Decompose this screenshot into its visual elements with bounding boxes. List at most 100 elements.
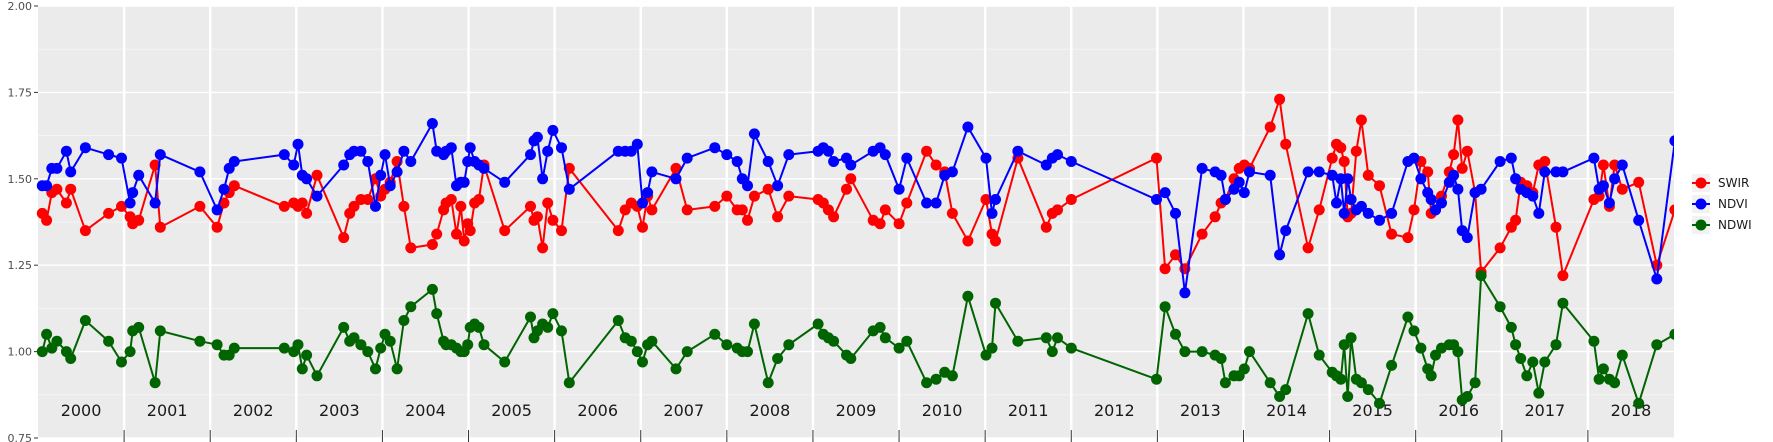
data-point-swir bbox=[1633, 176, 1645, 188]
data-point-ndvi bbox=[1233, 176, 1245, 188]
data-point-swir bbox=[1159, 263, 1171, 275]
data-point-ndvi bbox=[1362, 207, 1374, 219]
data-point-ndwi bbox=[431, 308, 443, 320]
data-point-ndvi bbox=[362, 156, 374, 167]
year-label: 2000 bbox=[61, 401, 102, 420]
data-point-swir bbox=[748, 190, 760, 202]
data-point-swir bbox=[1386, 228, 1398, 240]
data-point-swir bbox=[525, 200, 536, 212]
data-point-ndvi bbox=[762, 156, 774, 167]
data-point-ndvi bbox=[563, 183, 575, 195]
data-point-swir bbox=[1597, 159, 1609, 171]
data-point-swir bbox=[149, 159, 161, 171]
year-label: 2005 bbox=[491, 401, 532, 420]
data-point-ndvi bbox=[499, 176, 511, 188]
data-point-ndvi bbox=[1494, 156, 1506, 167]
data-point-ndvi bbox=[1415, 173, 1427, 185]
legend-key-swir bbox=[1695, 177, 1707, 189]
data-point-swir bbox=[1374, 180, 1385, 192]
legend-label-ndwi: NDWI bbox=[1718, 218, 1752, 232]
data-point-ndvi bbox=[709, 142, 721, 154]
data-point-ndwi bbox=[41, 328, 53, 340]
data-point-ndwi bbox=[1633, 397, 1645, 409]
data-point-ndvi bbox=[60, 145, 72, 157]
data-point-swir bbox=[1362, 169, 1374, 181]
data-point-ndwi bbox=[1588, 335, 1600, 347]
data-point-ndwi bbox=[398, 315, 410, 326]
data-point-ndwi bbox=[625, 335, 637, 347]
data-point-swir bbox=[736, 204, 748, 216]
data-point-swir bbox=[1408, 204, 1420, 216]
legend-label-ndvi: NDVI bbox=[1718, 197, 1748, 211]
data-point-ndwi bbox=[721, 339, 733, 351]
year-label: 2012 bbox=[1094, 401, 1135, 420]
data-point-ndwi bbox=[1151, 373, 1162, 385]
data-point-swir bbox=[783, 190, 795, 202]
y-tick-label: 1.50 bbox=[8, 173, 33, 186]
data-point-ndvi bbox=[542, 145, 554, 157]
data-point-ndwi bbox=[1557, 297, 1569, 309]
data-point-ndvi bbox=[311, 190, 323, 202]
data-point-swir bbox=[1350, 145, 1362, 157]
data-point-swir bbox=[980, 194, 992, 205]
data-point-swir bbox=[1461, 145, 1473, 157]
data-point-ndwi bbox=[762, 377, 774, 389]
data-point-ndvi bbox=[646, 166, 658, 178]
y-tick-label: 2.00 bbox=[8, 0, 33, 13]
data-point-swir bbox=[103, 207, 115, 219]
data-point-ndwi bbox=[637, 356, 648, 368]
year-label: 2008 bbox=[750, 401, 791, 420]
data-point-swir bbox=[1616, 183, 1628, 195]
data-point-swir bbox=[1313, 204, 1325, 216]
data-point-ndvi bbox=[1527, 190, 1539, 202]
data-point-ndvi bbox=[1386, 207, 1398, 219]
data-point-ndvi bbox=[1179, 287, 1191, 299]
data-point-ndvi bbox=[1012, 145, 1024, 157]
data-point-ndwi bbox=[1597, 363, 1609, 375]
data-point-ndwi bbox=[348, 332, 360, 344]
data-point-ndvi bbox=[1342, 173, 1354, 185]
year-label: 2001 bbox=[147, 401, 188, 420]
data-point-ndwi bbox=[228, 342, 240, 354]
data-point-swir bbox=[426, 239, 438, 250]
data-point-ndwi bbox=[901, 335, 913, 347]
data-point-ndwi bbox=[1386, 359, 1398, 371]
y-tick-label: 1.75 bbox=[8, 86, 33, 99]
data-point-ndwi bbox=[79, 315, 91, 326]
data-point-swir bbox=[1402, 232, 1414, 244]
data-point-ndvi bbox=[1505, 152, 1517, 164]
data-point-swir bbox=[1539, 156, 1551, 167]
data-point-swir bbox=[709, 200, 721, 212]
data-point-ndvi bbox=[218, 183, 230, 195]
data-point-ndvi bbox=[1274, 249, 1286, 261]
data-point-ndwi bbox=[921, 377, 933, 389]
data-point-ndwi bbox=[338, 321, 350, 333]
data-point-swir bbox=[1557, 270, 1569, 282]
data-point-ndwi bbox=[426, 283, 438, 295]
data-point-ndvi bbox=[149, 197, 161, 209]
data-point-ndwi bbox=[1521, 370, 1533, 382]
data-point-ndwi bbox=[1402, 311, 1414, 323]
data-point-ndvi bbox=[1651, 273, 1663, 285]
data-point-ndvi bbox=[379, 149, 391, 161]
data-point-ndwi bbox=[1179, 346, 1191, 358]
data-point-ndvi bbox=[1436, 197, 1447, 209]
data-point-ndvi bbox=[127, 187, 139, 199]
data-point-swir bbox=[1302, 242, 1314, 254]
data-point-ndvi bbox=[445, 142, 457, 154]
data-point-ndwi bbox=[116, 356, 127, 368]
data-point-swir bbox=[1448, 149, 1460, 161]
data-point-ndvi bbox=[742, 180, 753, 192]
data-point-ndvi bbox=[384, 180, 396, 192]
data-point-ndvi bbox=[478, 162, 490, 174]
year-labels: 2000 2001 2002 2003 2004 2005 2006 2007 2008 2009… bbox=[61, 401, 1651, 442]
data-point-swir bbox=[762, 183, 774, 195]
data-point-ndvi bbox=[133, 169, 145, 181]
data-point-ndvi bbox=[288, 159, 300, 171]
data-point-ndvi bbox=[1159, 187, 1171, 199]
data-point-ndvi bbox=[772, 180, 784, 192]
data-point-ndvi bbox=[338, 159, 350, 171]
data-point-swir bbox=[1209, 211, 1221, 223]
data-point-ndwi bbox=[65, 353, 77, 364]
